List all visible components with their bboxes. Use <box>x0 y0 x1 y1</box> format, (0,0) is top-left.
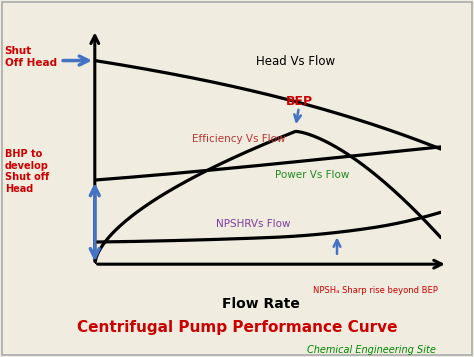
Text: Head Vs Flow: Head Vs Flow <box>256 55 335 68</box>
Text: BHP to
develop
Shut off
Head: BHP to develop Shut off Head <box>5 149 49 194</box>
Text: Centrifugal Pump Performance Curve: Centrifugal Pump Performance Curve <box>77 320 397 335</box>
Text: Chemical Engineering Site: Chemical Engineering Site <box>307 346 436 356</box>
Text: NPSHRVs Flow: NPSHRVs Flow <box>216 218 291 228</box>
Text: Power Vs Flow: Power Vs Flow <box>275 170 349 180</box>
Text: BEP: BEP <box>285 95 312 108</box>
Text: NPSHₐ Sharp rise beyond BEP: NPSHₐ Sharp rise beyond BEP <box>313 286 438 295</box>
Text: Shut
Off Head: Shut Off Head <box>5 46 57 68</box>
Text: Flow Rate: Flow Rate <box>222 297 300 311</box>
Text: Efficiency Vs Flow: Efficiency Vs Flow <box>191 135 285 145</box>
